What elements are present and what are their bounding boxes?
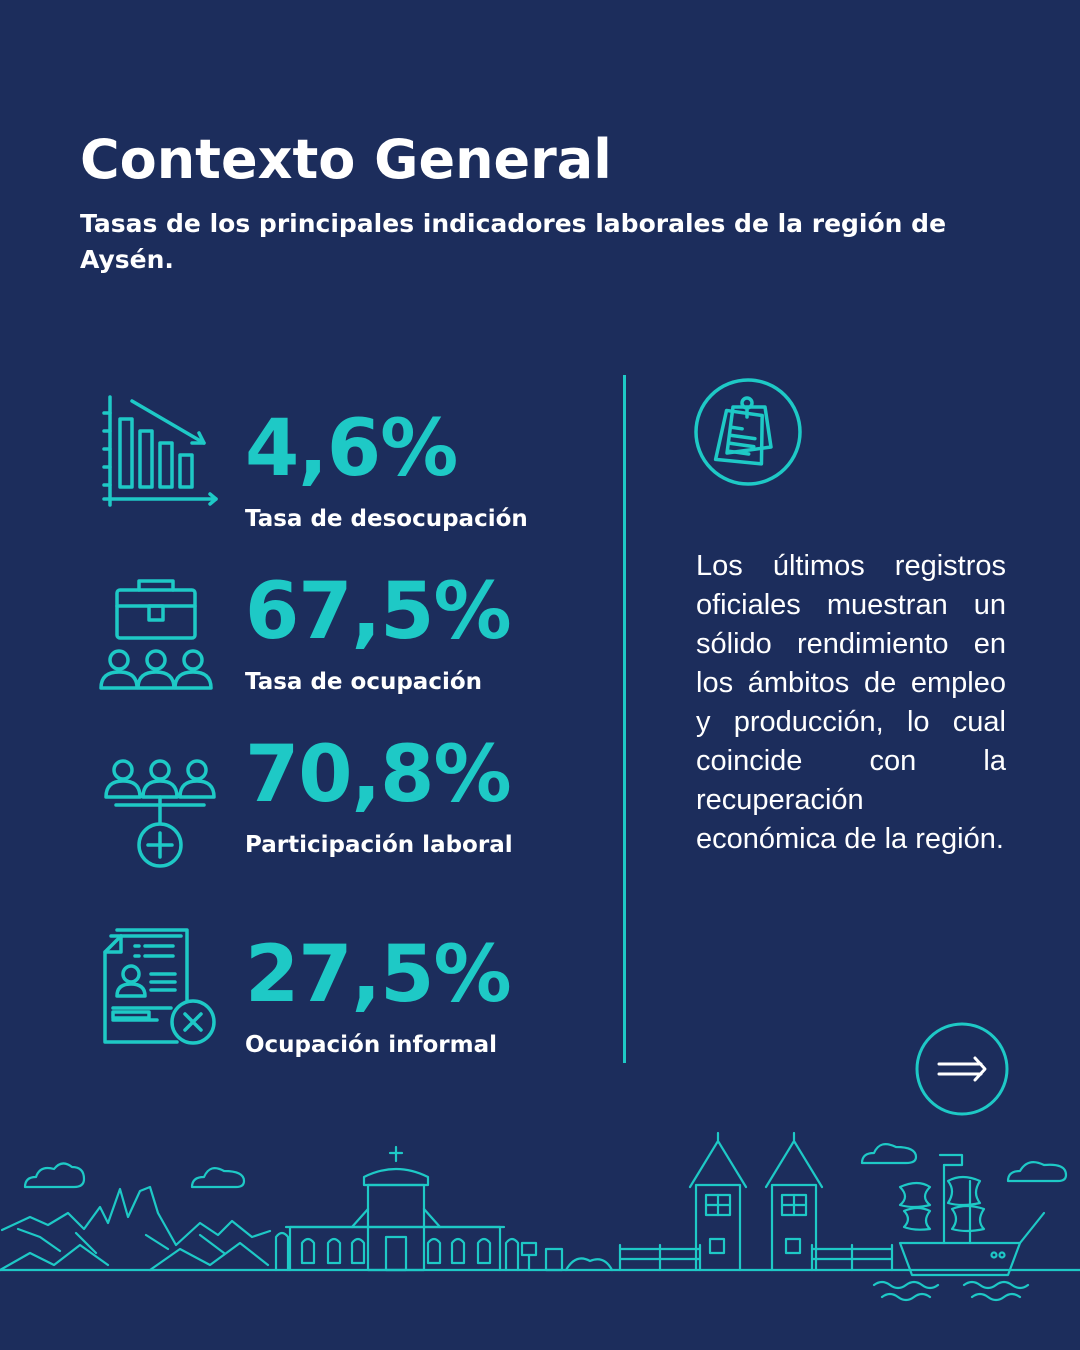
stat-label: Tasa de desocupación xyxy=(245,506,528,532)
page-title: Contexto General xyxy=(80,128,612,191)
next-button[interactable] xyxy=(915,1022,1009,1116)
briefcase-people-icon xyxy=(99,579,213,690)
stat-value: 4,6% xyxy=(245,404,458,494)
document-cancel-icon xyxy=(103,928,216,1045)
stat-value: 67,5% xyxy=(245,567,512,657)
stat-informal: 27,5% Ocupación informal xyxy=(245,930,512,1058)
stat-label: Tasa de ocupación xyxy=(245,669,483,695)
stat-employment: 67,5% Tasa de ocupación xyxy=(245,567,512,695)
declining-bar-chart-icon xyxy=(102,395,218,507)
stat-label: Ocupación informal xyxy=(245,1032,498,1058)
vertical-divider xyxy=(623,375,626,1063)
pinned-notes-icon xyxy=(694,378,802,486)
page-subtitle: Tasas de los principales indicadores lab… xyxy=(80,209,947,274)
stat-label: Participación laboral xyxy=(245,832,513,858)
stat-value: 70,8% xyxy=(245,730,512,820)
summary-paragraph: Los últimos registros oficiales muestran… xyxy=(696,550,1006,855)
stat-participation: 70,8% Participación laboral xyxy=(245,736,513,858)
stat-unemployment: 4,6% Tasa de desocupación xyxy=(245,410,528,532)
stat-value: 27,5% xyxy=(245,930,512,1020)
town-skyline-illustration xyxy=(0,1131,1080,1302)
people-plus-icon xyxy=(104,759,216,868)
arrow-right-icon xyxy=(915,1022,1009,1116)
